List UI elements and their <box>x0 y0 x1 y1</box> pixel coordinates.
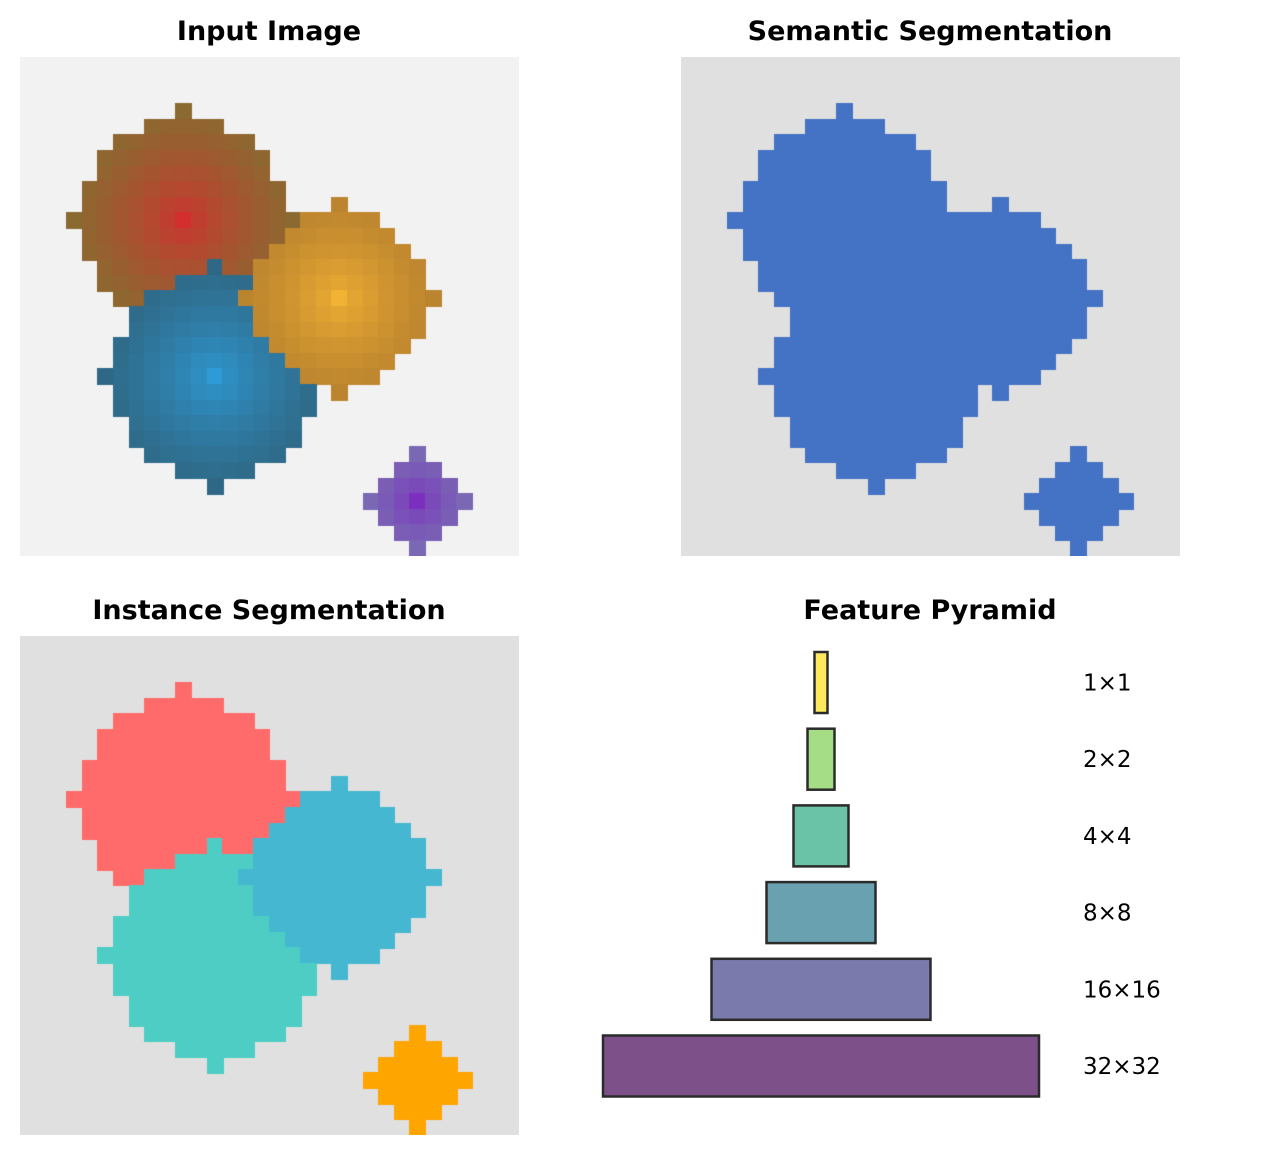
feature-pyramid-diagram: 1×1 2×2 4×4 8×8 16×16 32×32 <box>601 650 1161 1098</box>
input-image-title: Input Image <box>176 16 362 47</box>
pyramid-level-label: 4×4 <box>1083 824 1132 850</box>
pyramid-level-label: 8×8 <box>1083 901 1132 927</box>
instance-segmentation-map <box>20 636 519 1135</box>
semantic-segmentation-title: Semantic Segmentation <box>747 16 1113 47</box>
pyramid-level-bar <box>601 1034 1041 1098</box>
feature-pyramid-title: Feature Pyramid <box>803 595 1057 626</box>
semantic-segmentation-map <box>681 57 1180 556</box>
pyramid-level-label: 16×16 <box>1083 977 1161 1003</box>
instance-segmentation-title: Instance Segmentation <box>92 595 446 626</box>
pyramid-level-bar <box>806 727 836 791</box>
pyramid-level-label: 2×2 <box>1083 747 1132 773</box>
pyramid-level-bar <box>792 804 850 868</box>
pyramid-level-bar <box>710 957 932 1022</box>
pyramid-level-bar <box>765 880 877 945</box>
pyramid-level-label: 32×32 <box>1083 1054 1161 1080</box>
input-image <box>20 57 519 556</box>
pyramid-level-bar <box>813 650 829 715</box>
pyramid-level-label: 1×1 <box>1083 671 1132 697</box>
